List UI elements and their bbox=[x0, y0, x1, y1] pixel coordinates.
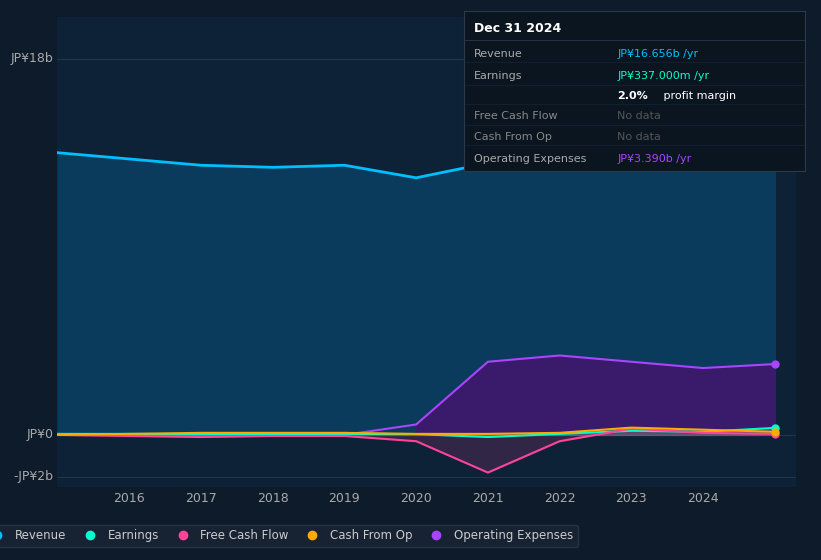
Text: 2.0%: 2.0% bbox=[617, 91, 648, 101]
Text: No data: No data bbox=[617, 111, 661, 122]
Text: Operating Expenses: Operating Expenses bbox=[474, 155, 586, 165]
Text: JP¥18b: JP¥18b bbox=[11, 52, 54, 65]
Text: JP¥0: JP¥0 bbox=[27, 428, 54, 441]
Text: JP¥337.000m /yr: JP¥337.000m /yr bbox=[617, 72, 709, 81]
Text: Earnings: Earnings bbox=[474, 72, 523, 81]
Text: -JP¥2b: -JP¥2b bbox=[14, 470, 54, 483]
Text: JP¥3.390b /yr: JP¥3.390b /yr bbox=[617, 155, 691, 165]
Text: Free Cash Flow: Free Cash Flow bbox=[474, 111, 557, 122]
Text: JP¥16.656b /yr: JP¥16.656b /yr bbox=[617, 49, 699, 59]
Text: profit margin: profit margin bbox=[660, 91, 736, 101]
Text: No data: No data bbox=[617, 132, 661, 142]
Text: Cash From Op: Cash From Op bbox=[474, 132, 552, 142]
Text: Revenue: Revenue bbox=[474, 49, 523, 59]
Legend: Revenue, Earnings, Free Cash Flow, Cash From Op, Operating Expenses: Revenue, Earnings, Free Cash Flow, Cash … bbox=[0, 525, 578, 547]
Text: Dec 31 2024: Dec 31 2024 bbox=[474, 22, 562, 35]
